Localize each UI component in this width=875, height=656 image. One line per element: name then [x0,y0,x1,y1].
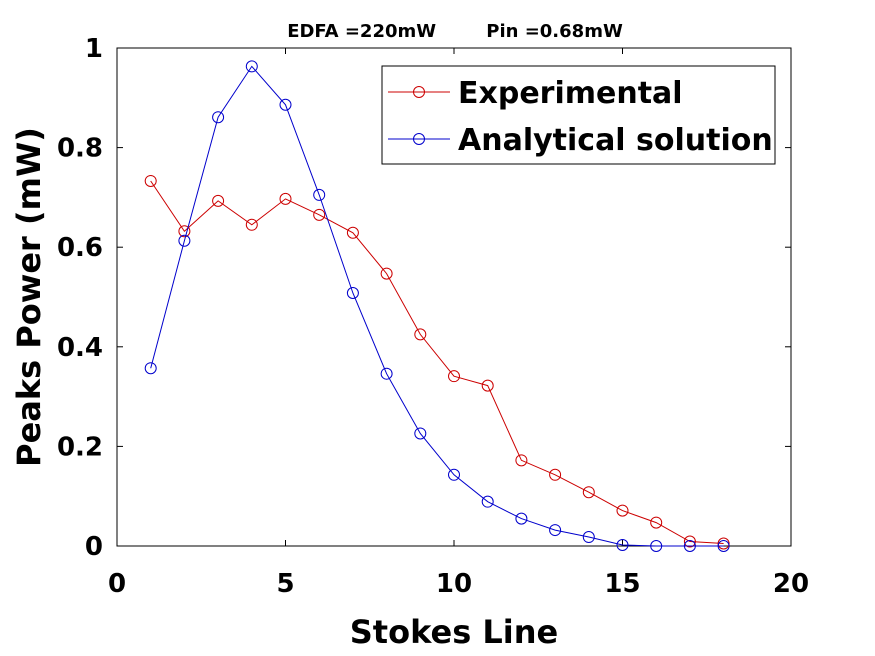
data-point-analytical-solution [448,468,460,481]
data-point-experimental [683,535,696,548]
data-point-analytical-solution [414,427,427,440]
data-point-analytical-solution [380,367,393,380]
data-point-analytical-solution [245,60,258,73]
data-point-analytical-solution [279,98,292,111]
legend-label-analytical: Analytical solution [458,123,773,158]
y-tick-label: 0.6 [57,233,103,263]
data-point-analytical-solution [178,234,191,247]
legend: Experimental Analytical solution [381,65,776,165]
x-tick-label: 20 [773,569,809,599]
x-axis-title: Stokes Line [350,613,558,651]
data-point-analytical-solution [144,362,157,375]
legend-label-experimental: Experimental [458,76,683,111]
data-point-experimental [582,486,595,499]
data-point-analytical-solution [313,188,326,201]
data-point-experimental [212,194,225,207]
data-point-analytical-solution [515,512,528,525]
data-point-analytical-solution [549,524,562,537]
x-tick-label: 10 [436,569,472,599]
data-point-analytical-solution [582,531,595,544]
data-point-experimental [650,516,663,529]
data-point-experimental [380,267,393,280]
data-point-experimental [279,192,292,205]
data-point-experimental [515,454,528,467]
y-tick-label: 0.8 [57,134,103,164]
y-tick-label: 1 [85,34,103,64]
data-point-experimental [448,370,460,383]
data-point-analytical-solution [683,540,696,552]
data-point-analytical-solution [616,539,629,552]
data-point-analytical-solution [346,287,359,300]
data-point-experimental [245,218,258,231]
legend-box [381,65,776,165]
data-point-experimental [346,226,359,239]
data-point-experimental [144,174,157,187]
x-tick-label: 15 [604,569,640,599]
data-point-experimental [549,468,562,481]
data-point-analytical-solution [212,111,225,124]
legend-marker-analytical [413,133,425,145]
axis-tick-labels: 0 5 10 15 20 0 0.2 0.4 0.6 0.8 1 [57,34,809,599]
data-point-experimental [481,379,494,392]
data-point-experimental [616,504,629,517]
y-axis-title: Peaks Power (mW) [10,127,48,467]
data-point-experimental [414,328,427,341]
data-point-experimental [717,537,730,550]
chart-title: EDFA =220mW Pin =0.68mW [287,21,623,42]
data-point-experimental [313,208,326,221]
x-tick-label: 5 [276,569,294,599]
y-tick-label: 0.4 [57,333,103,363]
legend-marker-experimental [413,86,425,98]
data-point-analytical-solution [717,540,730,552]
series-layer [144,60,730,552]
x-tick-label: 0 [108,569,126,599]
data-point-experimental [178,225,191,238]
y-tick-label: 0.2 [57,432,103,462]
data-point-analytical-solution [650,540,663,552]
data-point-analytical-solution [481,495,494,508]
y-tick-label: 0 [85,532,103,562]
